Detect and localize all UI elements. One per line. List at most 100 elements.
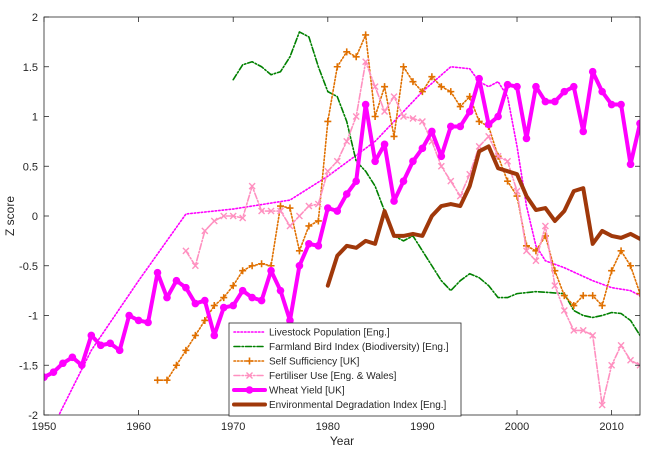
- series-5-point-27: [295, 261, 304, 270]
- series-5-point-39: [409, 157, 417, 166]
- series-3-point-20: [343, 48, 351, 56]
- series-4-point-21: [381, 108, 389, 116]
- series-4-point-38: [541, 222, 549, 230]
- series-line-5: [44, 69, 640, 380]
- series-4-point-41: [570, 326, 578, 334]
- series-5-point-19: [219, 303, 228, 312]
- series-3-point-51: [636, 290, 640, 298]
- series-3-point-1: [163, 376, 171, 384]
- series-4-point-7: [248, 182, 256, 190]
- series-4-point-8: [258, 207, 266, 215]
- series-4-point-5: [229, 212, 237, 220]
- y-tick-label: -0.5: [19, 261, 38, 273]
- series-4-point-11: [286, 222, 294, 230]
- series-3-point-32: [456, 103, 464, 111]
- series-3-point-0: [154, 376, 162, 384]
- series-3-point-43: [560, 292, 568, 300]
- series-3-point-6: [210, 302, 218, 310]
- series-4-point-25: [418, 117, 426, 125]
- series-3-point-5: [201, 316, 209, 324]
- series-5-point-16: [191, 299, 200, 308]
- legend-item-6: Environmental Degradation Index [Eng.]: [232, 400, 447, 411]
- series-3-point-11: [258, 260, 266, 268]
- legend-4-point-0: [246, 372, 253, 379]
- series-3-point-29: [428, 73, 436, 81]
- series-5-point-5: [87, 331, 96, 340]
- series-4-point-43: [589, 331, 597, 339]
- series-4-point-39: [551, 282, 559, 290]
- series-5-point-2: [59, 359, 67, 368]
- legend-item-2: Farmland Bird Index (Biodiversity) [Eng.…: [233, 342, 449, 353]
- series-4-point-0: [182, 247, 190, 255]
- series-4-point-16: [333, 157, 341, 165]
- series-5-point-14: [172, 276, 181, 285]
- y-tick-label: 2: [32, 12, 38, 24]
- series-4-point-48: [636, 361, 640, 369]
- y-axis-label: Z score: [3, 196, 17, 236]
- series-5-point-30: [324, 204, 332, 212]
- legend-5-point-0: [245, 386, 254, 394]
- series-3: [154, 31, 640, 384]
- series-5-point-35: [371, 157, 379, 166]
- series-line-1: [58, 65, 640, 415]
- series-line-3: [156, 34, 640, 381]
- y-tick-label: 0: [32, 211, 38, 223]
- x-tick-label: 2010: [599, 421, 623, 433]
- y-tick-label: -2: [28, 410, 38, 422]
- x-tick-label: 1980: [316, 421, 340, 433]
- series-5-point-37: [390, 197, 398, 205]
- series-5-point-0: [44, 373, 48, 381]
- series-4-point-45: [608, 361, 616, 369]
- series-3-point-3: [182, 346, 190, 354]
- series-3-point-14: [286, 204, 294, 212]
- series-5-point-55: [560, 87, 569, 96]
- series-2: [232, 31, 640, 337]
- legend-item-5: Wheat Yield [UK]: [232, 386, 345, 397]
- legend: Livestock Population [Eng.] Farmland Bird…: [228, 322, 462, 417]
- legend-3-point-0: [246, 357, 253, 365]
- series-5-point-51: [522, 134, 531, 143]
- y-tick-label: 1.5: [23, 62, 38, 74]
- series-5-point-15: [182, 283, 190, 292]
- series-5-point-42: [437, 152, 446, 161]
- y-tick-label: -1.5: [19, 360, 38, 372]
- series-3-point-15: [295, 247, 303, 255]
- series-3-point-25: [390, 132, 398, 140]
- series-5-point-23: [257, 296, 266, 305]
- series-5-point-1: [49, 368, 58, 377]
- series-layer: [44, 31, 640, 415]
- series-4-point-2: [201, 227, 209, 235]
- series-3-point-13: [277, 202, 285, 210]
- y-tick-label: 0.5: [23, 161, 38, 173]
- series-4-point-1: [191, 262, 199, 270]
- legend-box: [228, 322, 462, 417]
- series-3-point-19: [333, 63, 341, 71]
- series-5-point-52: [532, 82, 540, 91]
- series-4-point-14: [314, 200, 322, 208]
- series-5-point-31: [333, 207, 342, 215]
- series-6: [325, 144, 640, 288]
- x-tick-label: 2000: [505, 421, 529, 433]
- series-5-point-61: [617, 100, 625, 109]
- series-5-point-36: [380, 140, 389, 149]
- series-5-point-48: [494, 112, 502, 121]
- series-5-point-17: [201, 296, 209, 305]
- legend-label: Environmental Degradation Index [Eng.]: [269, 400, 447, 411]
- series-5-point-21: [238, 286, 247, 295]
- series-3-point-7: [220, 294, 228, 302]
- x-tick-label: 1950: [32, 421, 56, 433]
- series-4-point-33: [494, 152, 502, 160]
- series-3-point-26: [399, 63, 407, 71]
- series-4-point-24: [409, 114, 417, 122]
- series-line-6: [325, 144, 640, 288]
- series-1: [58, 65, 640, 415]
- series-4: [182, 58, 640, 409]
- series-3-point-44: [570, 302, 578, 310]
- series-4-point-17: [343, 137, 351, 145]
- legend-item-3: Self Sufficiency [UK]: [233, 357, 360, 368]
- series-3-point-9: [239, 267, 247, 275]
- y-tick-label: 1: [32, 112, 38, 124]
- series-5-point-24: [267, 266, 275, 275]
- series-line-2: [232, 31, 640, 337]
- series-3-point-31: [447, 88, 455, 96]
